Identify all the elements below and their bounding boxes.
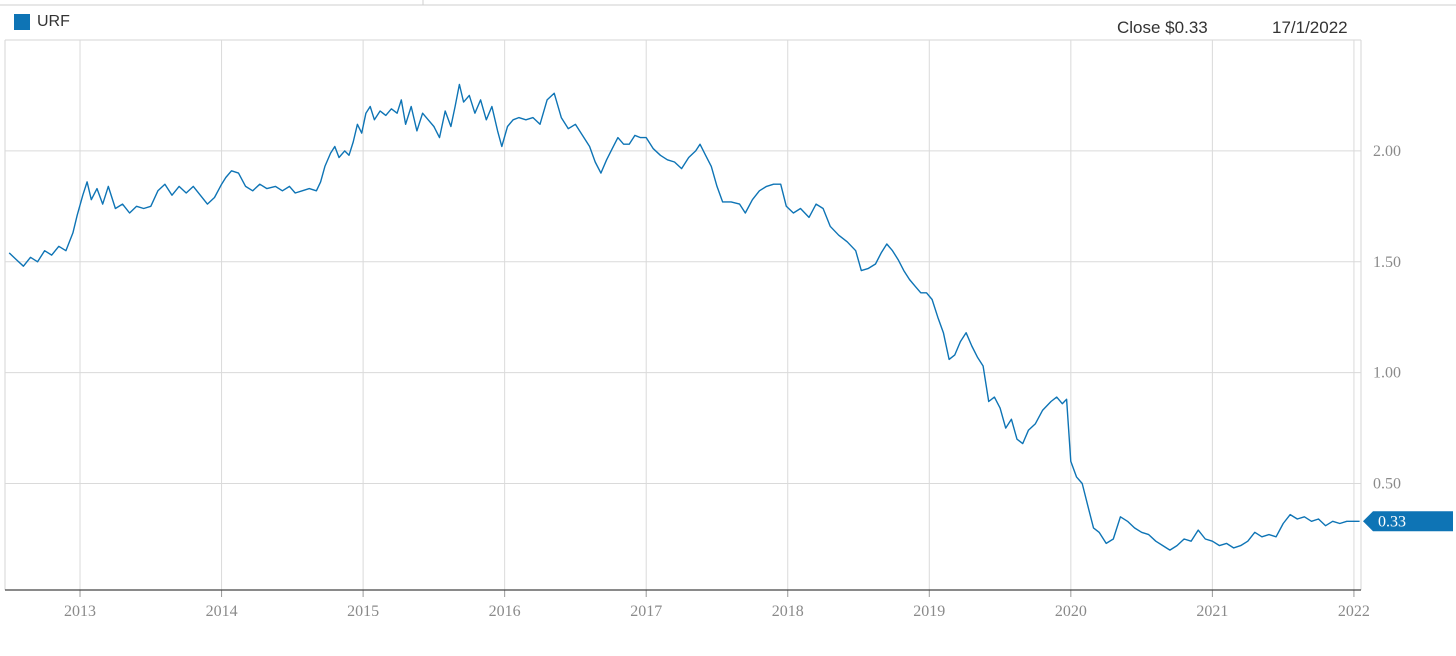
x-tick-label: 2022 bbox=[1338, 603, 1370, 620]
y-tick-label: 1.00 bbox=[1373, 365, 1401, 382]
x-tick-label: 2018 bbox=[772, 603, 804, 620]
x-tick-label: 2017 bbox=[630, 603, 662, 620]
x-tick-label: 2020 bbox=[1055, 603, 1087, 620]
x-tick-label: 2016 bbox=[489, 603, 521, 620]
x-tick-label: 2021 bbox=[1196, 603, 1228, 620]
series-line-urf bbox=[8, 83, 1360, 551]
legend-swatch bbox=[14, 14, 30, 30]
legend-label: URF bbox=[37, 13, 70, 30]
legend[interactable]: URF bbox=[14, 13, 70, 31]
date-readout: 17/1/2022 bbox=[1272, 18, 1348, 37]
last-value-label: 0.33 bbox=[1378, 513, 1406, 530]
x-tick-label: 2013 bbox=[64, 603, 96, 620]
y-tick-label: 1.50 bbox=[1373, 254, 1401, 271]
last-value-marker bbox=[1363, 511, 1453, 532]
y-tick-label: 2.00 bbox=[1373, 143, 1401, 160]
y-tick-label: 0.50 bbox=[1373, 476, 1401, 493]
x-tick-label: 2019 bbox=[913, 603, 945, 620]
x-tick-label: 2015 bbox=[347, 603, 379, 620]
x-tick-label: 2014 bbox=[206, 603, 238, 620]
close-price-readout: Close $0.33 bbox=[1117, 18, 1208, 37]
